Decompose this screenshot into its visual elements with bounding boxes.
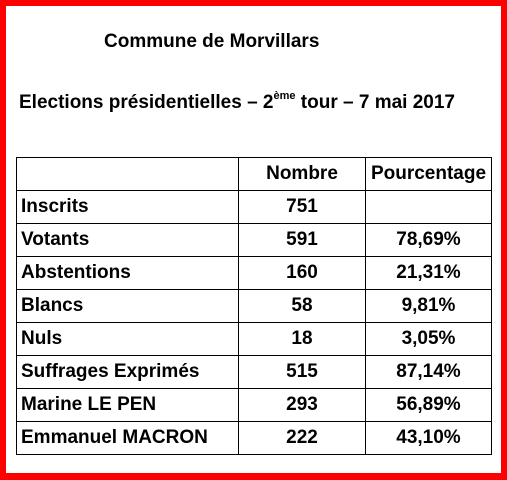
row-pourcentage xyxy=(365,190,492,224)
row-pourcentage: 9,81% xyxy=(365,289,492,323)
header-empty xyxy=(16,157,239,191)
table-row: Marine LE PEN 293 56,89% xyxy=(16,388,492,422)
election-title: Elections présidentielles – 2ème tour – … xyxy=(19,89,455,114)
header-row: Nombre Pourcentage xyxy=(16,157,492,191)
row-label: Blancs xyxy=(16,289,239,323)
row-pourcentage: 78,69% xyxy=(365,223,492,257)
row-nombre: 591 xyxy=(238,223,366,257)
table-row: Suffrages Exprimés 515 87,14% xyxy=(16,355,492,389)
table-row: Nuls 18 3,05% xyxy=(16,322,492,356)
table-row: Blancs 58 9,81% xyxy=(16,289,492,323)
row-label: Inscrits xyxy=(16,190,239,224)
row-nombre: 222 xyxy=(238,421,366,455)
election-title-prefix: Elections présidentielles – 2 xyxy=(19,92,274,113)
election-title-suffix: tour – 7 mai 2017 xyxy=(295,92,455,113)
row-nombre: 293 xyxy=(238,388,366,422)
results-table: Nombre Pourcentage Inscrits 751 Votants … xyxy=(16,157,492,455)
row-label: Emmanuel MACRON xyxy=(16,421,239,455)
row-pourcentage: 56,89% xyxy=(365,388,492,422)
row-label: Suffrages Exprimés xyxy=(16,355,239,389)
header-nombre: Nombre xyxy=(238,157,366,191)
table-row: Inscrits 751 xyxy=(16,190,492,224)
row-nombre: 751 xyxy=(238,190,366,224)
row-label: Nuls xyxy=(16,322,239,356)
commune-title: Commune de Morvillars xyxy=(104,31,320,52)
row-pourcentage: 3,05% xyxy=(365,322,492,356)
row-pourcentage: 87,14% xyxy=(365,355,492,389)
table-row: Abstentions 160 21,31% xyxy=(16,256,492,290)
row-nombre: 18 xyxy=(238,322,366,356)
row-pourcentage: 21,31% xyxy=(365,256,492,290)
row-label: Marine LE PEN xyxy=(16,388,239,422)
table-row: Votants 591 78,69% xyxy=(16,223,492,257)
header-pourcentage: Pourcentage xyxy=(365,157,492,191)
table-row: Emmanuel MACRON 222 43,10% xyxy=(16,421,492,455)
row-nombre: 58 xyxy=(238,289,366,323)
row-nombre: 160 xyxy=(238,256,366,290)
row-nombre: 515 xyxy=(238,355,366,389)
row-label: Abstentions xyxy=(16,256,239,290)
row-pourcentage: 43,10% xyxy=(365,421,492,455)
row-label: Votants xyxy=(16,223,239,257)
election-title-superscript: ème xyxy=(273,89,296,102)
